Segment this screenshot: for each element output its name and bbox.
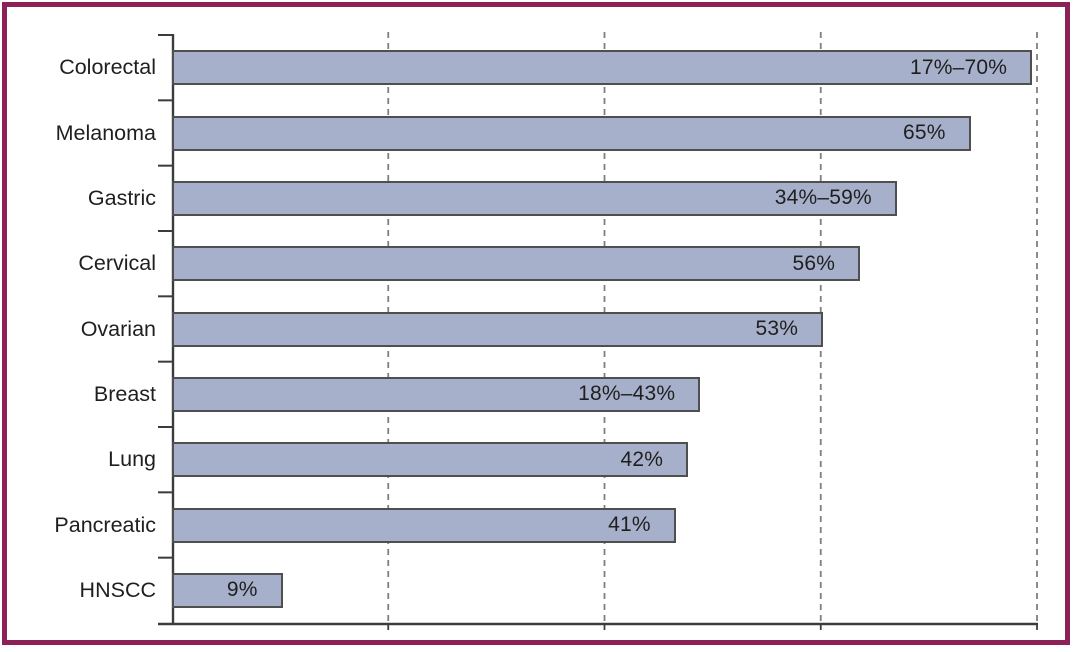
axes-and-gridlines [158,32,1038,630]
chart-figure: 17%–70% 65% 34%–59% 56% 53% 18%–43% 42% 41% 9% C… [2,2,1070,645]
